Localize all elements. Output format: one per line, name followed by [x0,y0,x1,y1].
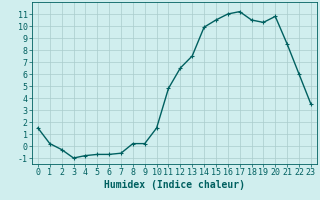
X-axis label: Humidex (Indice chaleur): Humidex (Indice chaleur) [104,180,245,190]
